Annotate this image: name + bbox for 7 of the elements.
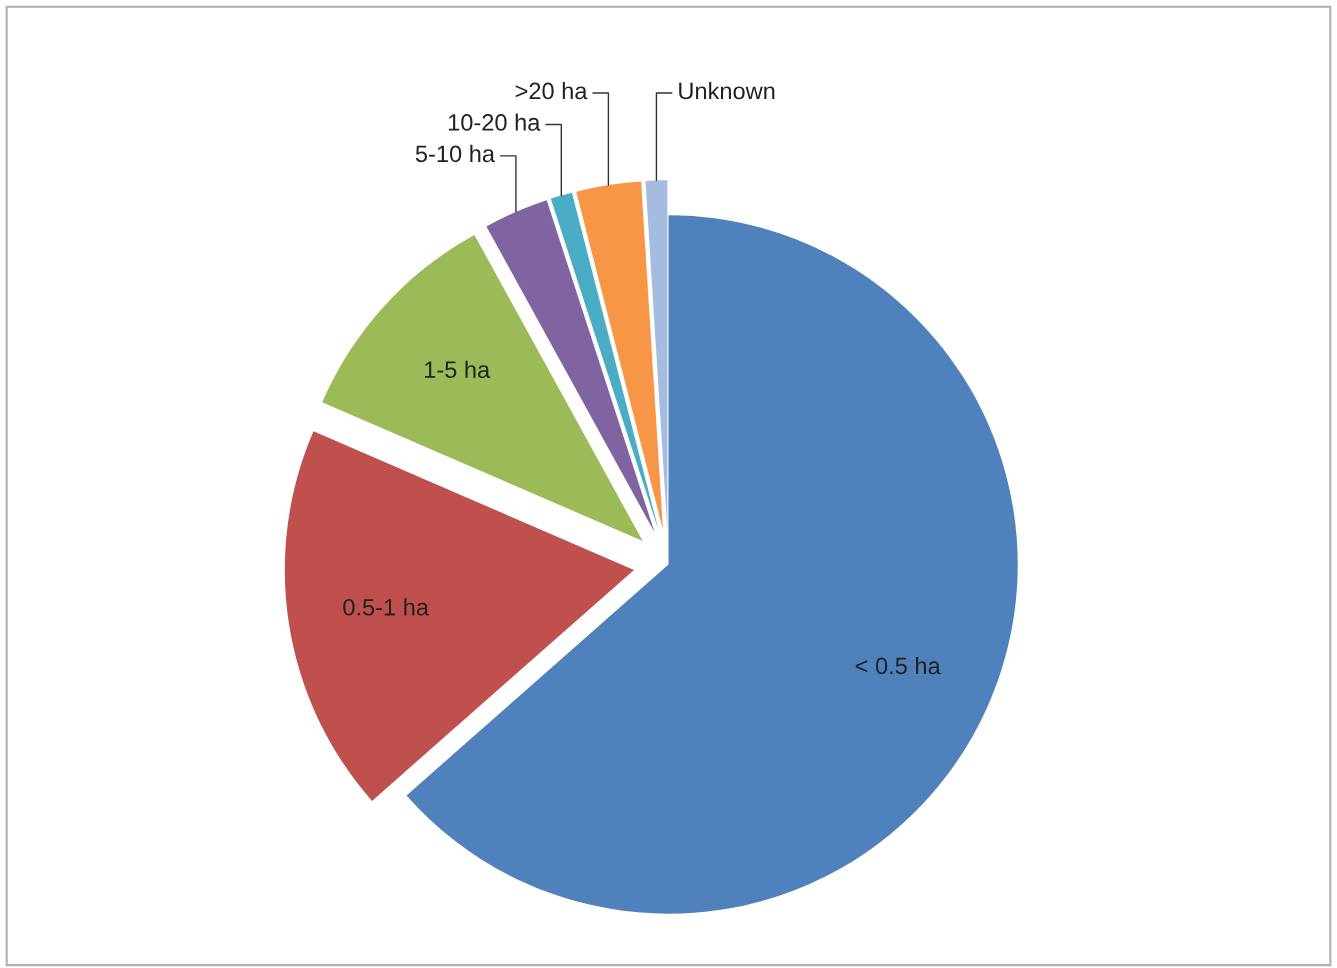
slice-label: >20 ha <box>515 82 588 100</box>
slice-label: < 0.5 ha <box>855 656 941 675</box>
slice-label: 5-10 ha <box>415 144 495 163</box>
slice-label: Unknown <box>679 82 775 100</box>
slice-label: 1-5 ha <box>425 360 491 379</box>
slice-label: 10-20 ha <box>448 113 541 131</box>
slice-label: 0.5-1 ha <box>343 598 429 616</box>
